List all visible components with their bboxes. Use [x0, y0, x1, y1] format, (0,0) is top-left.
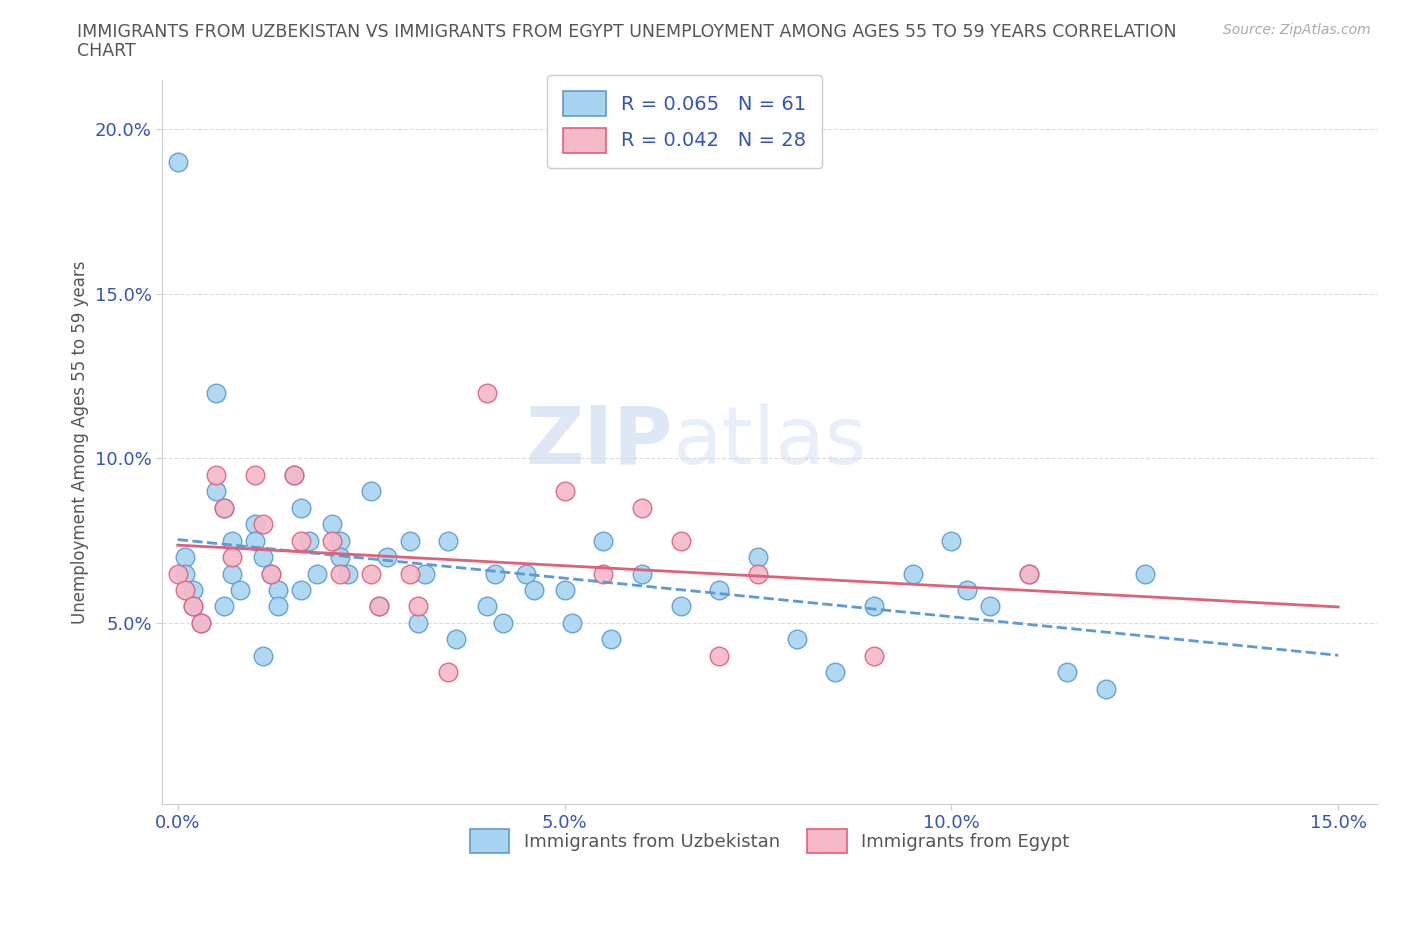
Point [243, 468, 266, 483]
Point [166, 566, 188, 581]
Point [329, 566, 352, 581]
Point [267, 582, 290, 597]
Point [166, 155, 188, 170]
Point [290, 500, 312, 515]
Point [174, 566, 197, 581]
Point [205, 385, 228, 400]
Point [298, 533, 321, 548]
Text: ZIP: ZIP [526, 403, 672, 481]
Point [259, 566, 281, 581]
Point [592, 533, 614, 548]
Point [221, 533, 243, 548]
Point [190, 616, 212, 631]
Point [444, 631, 467, 646]
Point [669, 533, 692, 548]
Point [863, 648, 886, 663]
Point [561, 616, 583, 631]
Text: atlas: atlas [672, 403, 866, 481]
Text: Source: ZipAtlas.com: Source: ZipAtlas.com [1223, 23, 1371, 37]
Point [205, 484, 228, 498]
Point [228, 582, 250, 597]
Point [252, 550, 274, 565]
Point [1018, 566, 1040, 581]
Point [336, 566, 359, 581]
Point [979, 599, 1001, 614]
Point [243, 533, 266, 548]
Point [1095, 681, 1118, 696]
Point [367, 599, 389, 614]
Point [824, 665, 846, 680]
Point [212, 599, 235, 614]
Point [221, 566, 243, 581]
Point [174, 550, 197, 565]
Point [406, 616, 429, 631]
Point [252, 517, 274, 532]
Point [554, 484, 576, 498]
Point [252, 648, 274, 663]
Point [181, 582, 204, 597]
Point [398, 566, 420, 581]
Point [360, 484, 382, 498]
Point [484, 566, 506, 581]
Point [709, 648, 731, 663]
Point [321, 533, 343, 548]
Point [669, 599, 692, 614]
Point [283, 468, 305, 483]
Point [181, 599, 204, 614]
Point [901, 566, 924, 581]
Point [1018, 566, 1040, 581]
Point [212, 500, 235, 515]
Point [367, 599, 389, 614]
Text: CHART: CHART [77, 42, 136, 60]
Point [1056, 665, 1078, 680]
Point [747, 550, 769, 565]
Point [398, 533, 420, 548]
Point [747, 566, 769, 581]
Point [259, 566, 281, 581]
Point [321, 517, 343, 532]
Point [515, 566, 537, 581]
Point [786, 631, 808, 646]
Point [592, 566, 614, 581]
Point [290, 582, 312, 597]
Point [283, 468, 305, 483]
Point [181, 599, 204, 614]
Point [290, 533, 312, 548]
Point [190, 616, 212, 631]
Point [941, 533, 963, 548]
Text: IMMIGRANTS FROM UZBEKISTAN VS IMMIGRANTS FROM EGYPT UNEMPLOYMENT AMONG AGES 55 T: IMMIGRANTS FROM UZBEKISTAN VS IMMIGRANTS… [77, 23, 1177, 41]
Point [267, 599, 290, 614]
Point [212, 500, 235, 515]
Point [413, 566, 436, 581]
Point [554, 582, 576, 597]
Point [360, 566, 382, 581]
Point [174, 582, 197, 597]
Point [863, 599, 886, 614]
Point [492, 616, 515, 631]
Point [329, 550, 352, 565]
Point [475, 599, 498, 614]
Point [375, 550, 398, 565]
Point [221, 550, 243, 565]
Y-axis label: Unemployment Among Ages 55 to 59 years: Unemployment Among Ages 55 to 59 years [72, 260, 89, 624]
Point [600, 631, 623, 646]
Point [329, 533, 352, 548]
Point [709, 582, 731, 597]
Point [305, 566, 328, 581]
Point [1133, 566, 1156, 581]
Point [631, 500, 654, 515]
Point [243, 517, 266, 532]
Point [205, 468, 228, 483]
Legend: Immigrants from Uzbekistan, Immigrants from Egypt: Immigrants from Uzbekistan, Immigrants f… [463, 822, 1077, 860]
Point [631, 566, 654, 581]
Point [956, 582, 979, 597]
Point [406, 599, 429, 614]
Point [475, 385, 498, 400]
Point [437, 665, 460, 680]
Point [437, 533, 460, 548]
Point [523, 582, 546, 597]
